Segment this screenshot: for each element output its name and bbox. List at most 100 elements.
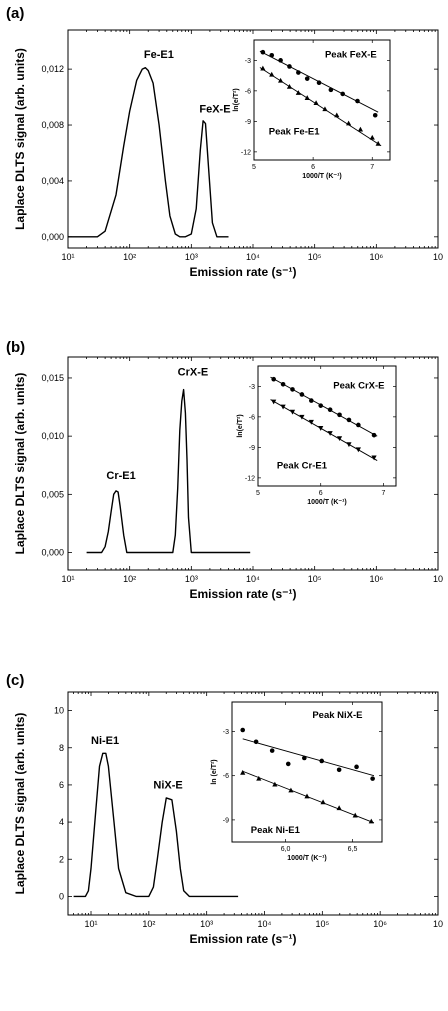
y-tick-label: 0,000	[41, 232, 64, 242]
inset-point-triangle-down	[289, 409, 296, 415]
inset-fit-line	[242, 738, 375, 777]
y-tick-label: 0,000	[41, 548, 64, 558]
x-tick-label: 10¹	[61, 252, 74, 262]
x-axis-title: Emission rate (s⁻¹)	[189, 265, 296, 279]
y-axis-title: Laplace DLTS signal (arb. units)	[13, 48, 27, 230]
inset-y-tick-label: -9	[249, 445, 255, 452]
x-tick-label: 10⁴	[258, 919, 272, 929]
inset-x-axis-title: 1000/T (K⁻¹)	[302, 173, 341, 180]
x-tick-label: 10	[433, 574, 443, 584]
x-tick-label: 10²	[142, 919, 155, 929]
y-tick-label: 4	[59, 817, 64, 827]
y-tick-label: 6	[59, 780, 64, 790]
inset-point-triangle	[313, 100, 319, 106]
chart-panel: (b) 10¹ 10² 10³ 10⁴ 10⁵ 10⁶ 10 0,000 0,005 0,010 0,…	[6, 339, 443, 601]
inset-point-circle	[319, 758, 325, 764]
plot-frame	[67, 691, 439, 916]
inset-point-circle	[309, 398, 314, 403]
x-tick-label: 10⁵	[315, 919, 329, 929]
inset-point-triangle	[346, 120, 352, 126]
inset-point-circle	[302, 755, 307, 761]
inset-point-circle	[356, 422, 361, 428]
x-axis-title: Emission rate (s⁻¹)	[189, 932, 296, 946]
inset-point-circle	[271, 376, 276, 382]
x-tick-label: 10⁶	[369, 252, 383, 262]
x-tick-label: 10³	[200, 919, 213, 929]
inset-chart: 5 6 7 -3 -6 -9 -12 1000/T (K⁻¹) ln(e/T²) Peak CrX…	[237, 365, 397, 506]
x-tick-label: 10³	[185, 252, 198, 262]
chart-panel: (a) 10¹ 10² 10³ 10⁴ 10⁵ 10⁶ 10 0,000 0,004 0,008 0,…	[6, 5, 443, 279]
inset-point-circle	[328, 87, 334, 93]
inset-point-triangle	[286, 83, 293, 89]
inset-x-tick-label: 7	[370, 164, 374, 171]
peak-label: FeX-E	[199, 103, 230, 115]
inset-point-triangle-down	[271, 399, 277, 405]
inset-y-tick-label: -12	[241, 149, 251, 156]
inset-point-circle	[296, 70, 301, 75]
chart-panel: (c) 10¹ 10² 10³ 10⁴ 10⁵ 10⁶ 10 0 2 4 6 8 10 Emission r…	[6, 672, 443, 946]
inset-point-circle	[269, 52, 275, 58]
inset-point-circle	[260, 49, 266, 55]
inset-y-tick-label: -3	[249, 384, 255, 391]
inset-frame	[257, 365, 397, 487]
x-tick-label: 10⁴	[246, 252, 260, 262]
inset-point-triangle	[304, 793, 310, 799]
inset-y-axis-title: ln(e/T²)	[237, 414, 244, 437]
inset-y-tick-label: -9	[223, 817, 229, 824]
inset-point-triangle	[352, 812, 358, 818]
inset-point-circle	[290, 387, 295, 392]
inset-x-tick-label: 6,5	[348, 846, 358, 853]
inset-point-circle	[287, 64, 292, 69]
peak-label: Ni-E1	[91, 735, 119, 747]
inset-point-triangle	[260, 65, 266, 71]
x-axis-title: Emission rate (s⁻¹)	[189, 587, 296, 601]
peak-label: Fe-E1	[144, 49, 174, 61]
inset-point-triangle-down	[308, 419, 314, 425]
inset-point-triangle	[272, 781, 278, 787]
inset-point-triangle-down	[299, 414, 305, 420]
y-tick-label: 0,012	[41, 64, 64, 74]
inset-series-label: Peak FeX-E	[325, 49, 377, 60]
inset-y-tick-label: -6	[245, 88, 251, 95]
inset-point-circle	[346, 417, 352, 423]
x-tick-label: 10¹	[85, 919, 98, 929]
inset-point-circle	[240, 727, 246, 733]
inset-point-triangle	[322, 106, 328, 112]
x-tick-label: 10²	[123, 252, 136, 262]
inset-point-circle	[336, 767, 342, 773]
inset-point-circle	[327, 407, 333, 413]
inset-point-circle	[372, 112, 378, 118]
x-tick-label: 10³	[185, 574, 198, 584]
inset-point-triangle	[240, 769, 246, 775]
inset-point-triangle	[295, 90, 301, 95]
inset-point-circle	[354, 764, 359, 770]
inset-chart: 5 6 7 -3 -6 -9 -12 1000/T (K⁻¹) ln(e/T²) Peak FeX…	[233, 39, 391, 180]
inset-point-triangle	[304, 95, 310, 100]
y-tick-label: 2	[59, 854, 64, 864]
inset-series-label: Peak Ni-E1	[251, 825, 301, 836]
y-tick-label: 0,005	[41, 489, 64, 499]
inset-y-tick-label: -6	[223, 773, 229, 780]
y-tick-label: 0	[59, 891, 64, 901]
inset-series-label: Peak Cr-E1	[277, 461, 328, 472]
inset-y-tick-label: -12	[245, 475, 255, 482]
inset-point-circle	[371, 432, 377, 438]
x-tick-label: 10⁵	[308, 574, 322, 584]
inset-point-triangle-down	[327, 431, 333, 436]
inset-point-triangle-down	[336, 436, 343, 442]
inset-y-tick-label: -9	[245, 119, 251, 126]
inset-point-triangle	[278, 77, 284, 83]
inset-point-triangle	[357, 126, 364, 132]
y-tick-label: 0,008	[41, 120, 64, 130]
inset-point-circle	[355, 98, 360, 104]
series-line	[86, 388, 251, 554]
inset-point-circle	[304, 76, 310, 81]
inset-point-triangle-down	[280, 404, 286, 410]
x-tick-label: 10⁴	[246, 574, 260, 584]
inset-point-triangle-down	[318, 426, 324, 431]
inset-point-circle	[318, 403, 324, 408]
x-tick-label: 10¹	[61, 574, 74, 584]
inset-point-circle	[337, 412, 342, 418]
inset-fit-line	[270, 399, 378, 461]
inset-point-triangle	[368, 818, 374, 824]
